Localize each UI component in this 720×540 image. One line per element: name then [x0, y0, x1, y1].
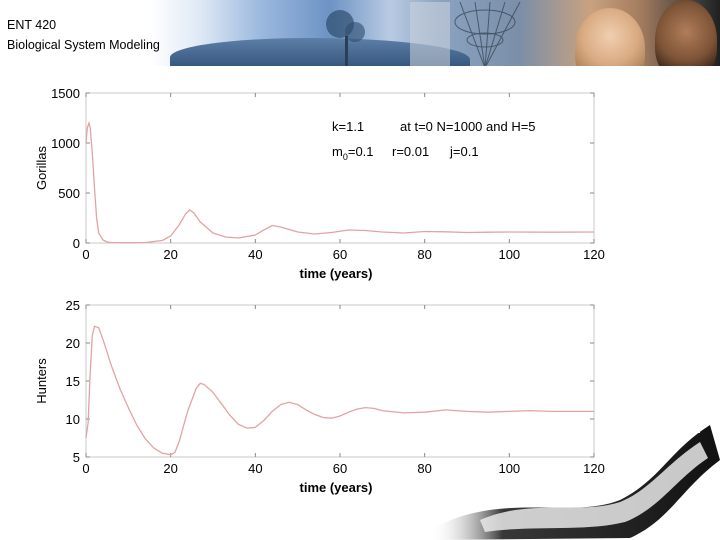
annotation-text: r=0.01	[392, 144, 429, 159]
hunters-chart: 0 20 40 60 80 100 120 5 10 15 20 25 time (years) Hunt…	[34, 298, 605, 495]
y-tick-label: 500	[58, 186, 80, 201]
plot-area	[85, 92, 595, 244]
y-tick-label: 10	[66, 412, 80, 427]
y-tick-label: 15	[66, 374, 80, 389]
x-tick-label: 0	[82, 247, 89, 262]
y-axis-label: Hunters	[34, 358, 49, 404]
x-tick-label: 40	[248, 247, 262, 262]
annotation-text: at t=0 N=1000 and H=5	[400, 119, 536, 134]
banner-decoration	[326, 2, 521, 66]
banner-person-woman	[575, 8, 645, 66]
annotation-text: j=0.1	[449, 144, 479, 159]
y-tick-label: 1500	[51, 86, 80, 101]
series-line	[85, 120, 595, 244]
y-tick-label: 5	[73, 450, 80, 465]
x-tick-label: 120	[583, 247, 605, 262]
x-tick-label: 60	[333, 247, 347, 262]
banner-person-man	[655, 0, 717, 66]
x-tick-label: 20	[163, 461, 177, 476]
gorillas-chart: 0 20 40 60 80 100 120 0 500 1000 1500 time (years) G…	[34, 86, 605, 281]
x-tick-label: 80	[417, 247, 431, 262]
y-tick-label: 1000	[51, 136, 80, 151]
x-tick-label: 120	[583, 461, 605, 476]
x-tick-label: 80	[417, 461, 431, 476]
y-axis-label: Gorillas	[34, 145, 49, 190]
annotation-text: m0=0.1	[332, 144, 374, 162]
header-banner: ENT 420 Biological System Modeling	[0, 0, 720, 66]
x-tick-label: 40	[248, 461, 262, 476]
y-tick-label: 20	[66, 336, 80, 351]
course-code: ENT 420	[7, 18, 57, 32]
y-tick-label: 25	[66, 298, 80, 313]
x-axis-label: time (years)	[300, 266, 373, 281]
plot-area	[85, 304, 595, 458]
x-tick-label: 100	[498, 461, 520, 476]
film-strip-decoration	[430, 425, 720, 540]
course-title: Biological System Modeling	[7, 38, 160, 52]
x-tick-label: 0	[82, 461, 89, 476]
series-line	[85, 325, 594, 456]
y-tick-label: 0	[73, 236, 80, 251]
x-tick-label: 60	[333, 461, 347, 476]
x-tick-label: 20	[163, 247, 177, 262]
annotation-text: k=1.1	[332, 119, 364, 134]
x-axis-label: time (years)	[300, 480, 373, 495]
x-tick-label: 100	[498, 247, 520, 262]
